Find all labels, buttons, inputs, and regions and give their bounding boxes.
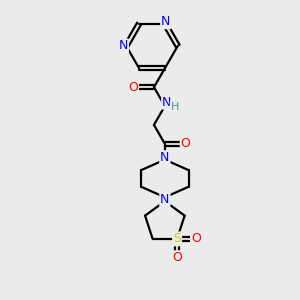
Text: N: N [160,193,170,206]
Text: N: N [161,15,170,28]
Text: O: O [191,232,201,245]
Text: O: O [128,81,138,94]
Text: H: H [171,102,179,112]
Text: S: S [173,232,181,245]
Text: N: N [160,151,170,164]
Text: O: O [172,251,182,264]
Text: O: O [181,137,190,150]
Text: N: N [118,40,128,52]
Text: N: N [162,96,172,109]
